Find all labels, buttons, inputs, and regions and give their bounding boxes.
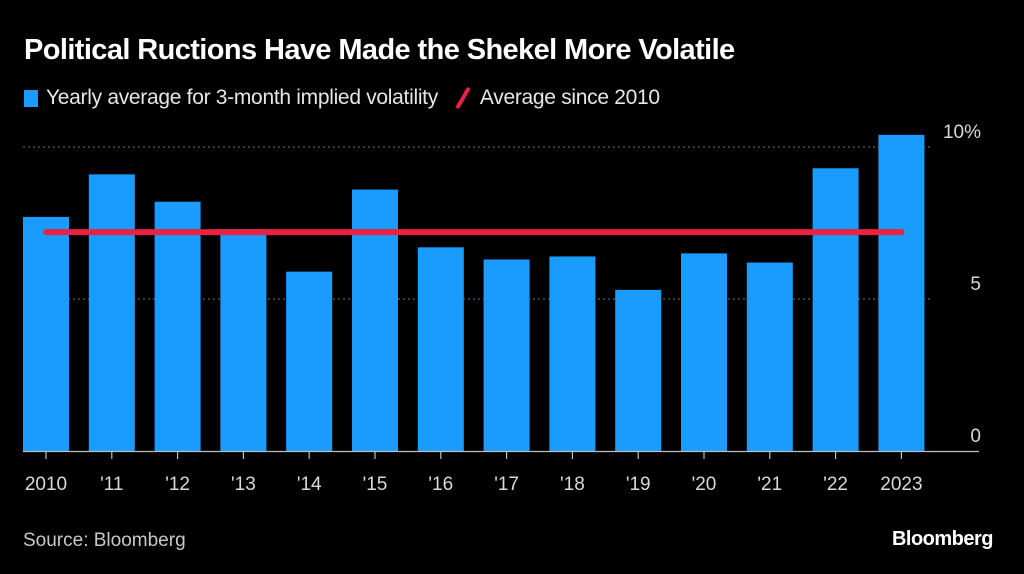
legend-bar-label: Yearly average for 3-month implied volat…	[46, 86, 438, 109]
bar	[746, 262, 793, 451]
x-tick-label: '12	[165, 474, 190, 495]
bar	[23, 216, 69, 451]
bar	[286, 271, 333, 451]
bar	[220, 229, 267, 451]
legend-bar-swatch-icon	[24, 89, 38, 107]
x-axis-labels: 2010 '11 '12 '13 '14 '15 '16 '17 '18 '19 '20 '21 '22…	[25, 474, 923, 495]
chart-title: Political Ructions Have Made the Shekel …	[24, 34, 735, 66]
bar	[352, 189, 398, 451]
x-tick-label: '19	[626, 474, 651, 495]
bar	[154, 201, 201, 451]
x-tick-label: 2010	[25, 474, 67, 495]
x-tick-label: '21	[757, 474, 782, 495]
x-tick-label: '13	[231, 474, 256, 495]
y-tick-label: 10%	[943, 122, 981, 143]
y-axis-labels: 0 5 10%	[943, 122, 981, 447]
bar	[878, 134, 925, 451]
x-tick-label: '16	[428, 474, 453, 495]
legend: Yearly average for 3-month implied volat…	[24, 86, 680, 110]
bloomberg-logo: Bloomberg	[891, 528, 994, 550]
legend-item-average: Average since 2010	[458, 86, 660, 110]
bar	[88, 174, 135, 452]
bar	[417, 247, 464, 451]
legend-item-bars: Yearly average for 3-month implied volat…	[24, 86, 438, 110]
x-tick-label: '18	[560, 474, 585, 495]
x-tick-label: '22	[823, 474, 848, 495]
x-tick-label: '11	[100, 474, 123, 495]
x-tick-label: '14	[297, 474, 322, 495]
bar	[681, 253, 727, 451]
x-tick-label: '15	[363, 474, 388, 495]
source-note: Source: Bloomberg	[23, 530, 186, 551]
y-tick-label: 5	[970, 274, 981, 295]
x-tick-label: '20	[692, 474, 717, 495]
bar	[615, 289, 662, 451]
bars	[23, 134, 925, 452]
y-tick-label: 0	[970, 426, 981, 447]
x-axis	[23, 450, 979, 459]
legend-line-label: Average since 2010	[479, 86, 660, 109]
bar	[483, 259, 530, 451]
bar	[549, 256, 596, 451]
x-tick-label: 2023	[880, 474, 922, 495]
x-tick-label: '17	[494, 474, 519, 495]
bar	[812, 168, 859, 451]
